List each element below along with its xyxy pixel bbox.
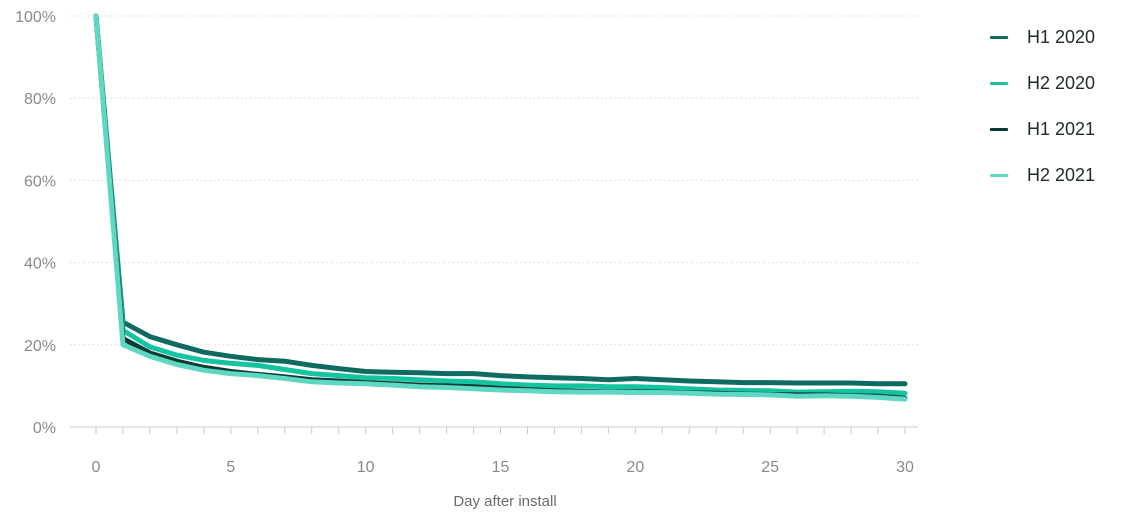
legend-label: H1 2021 [1027, 118, 1096, 139]
x-tick-label: 5 [226, 459, 235, 476]
legend-label: H2 2020 [1027, 72, 1096, 93]
legend-swatch [990, 127, 1008, 131]
legend: H1 2020 H2 2020 H1 2021 H2 2021 [990, 14, 1121, 198]
legend-swatch [990, 81, 1008, 85]
x-tick-label: 25 [761, 459, 779, 476]
gridlines [70, 15, 918, 346]
legend-item: H2 2021 [990, 152, 1121, 198]
legend-swatch [990, 173, 1008, 177]
y-tick-label: 20% [24, 338, 56, 355]
series-line-h1-2020 [93, 13, 908, 387]
legend-item: H1 2021 [990, 106, 1121, 152]
legend-item: H2 2020 [990, 60, 1121, 106]
x-axis-tick-labels: 0 5 10 15 20 25 30 [92, 459, 914, 476]
series-line-h1-2021 [93, 13, 908, 401]
x-tick-label: 0 [92, 459, 101, 476]
y-axis-tick-labels: 0% 20% 40% 60% 80% 100% [15, 9, 56, 437]
x-tick-label: 20 [626, 459, 644, 476]
y-tick-label: 60% [24, 173, 56, 190]
y-tick-label: 0% [33, 420, 56, 437]
x-tick-label: 10 [357, 459, 375, 476]
y-tick-label: 40% [24, 256, 56, 273]
series-line-h2-2020 [93, 13, 908, 396]
y-tick-label: 100% [15, 9, 56, 26]
legend-item: H1 2020 [990, 14, 1121, 60]
x-axis [70, 426, 918, 434]
x-tick-label: 15 [492, 459, 510, 476]
series-lines [93, 13, 908, 402]
legend-label: H1 2020 [1027, 26, 1096, 47]
legend-swatch [990, 35, 1008, 39]
x-axis-title: Day after install [453, 493, 556, 510]
series-line-h2-2021 [93, 13, 908, 402]
y-tick-label: 80% [24, 91, 56, 108]
x-tick-label: 30 [896, 459, 914, 476]
legend-label: H2 2021 [1027, 164, 1096, 185]
